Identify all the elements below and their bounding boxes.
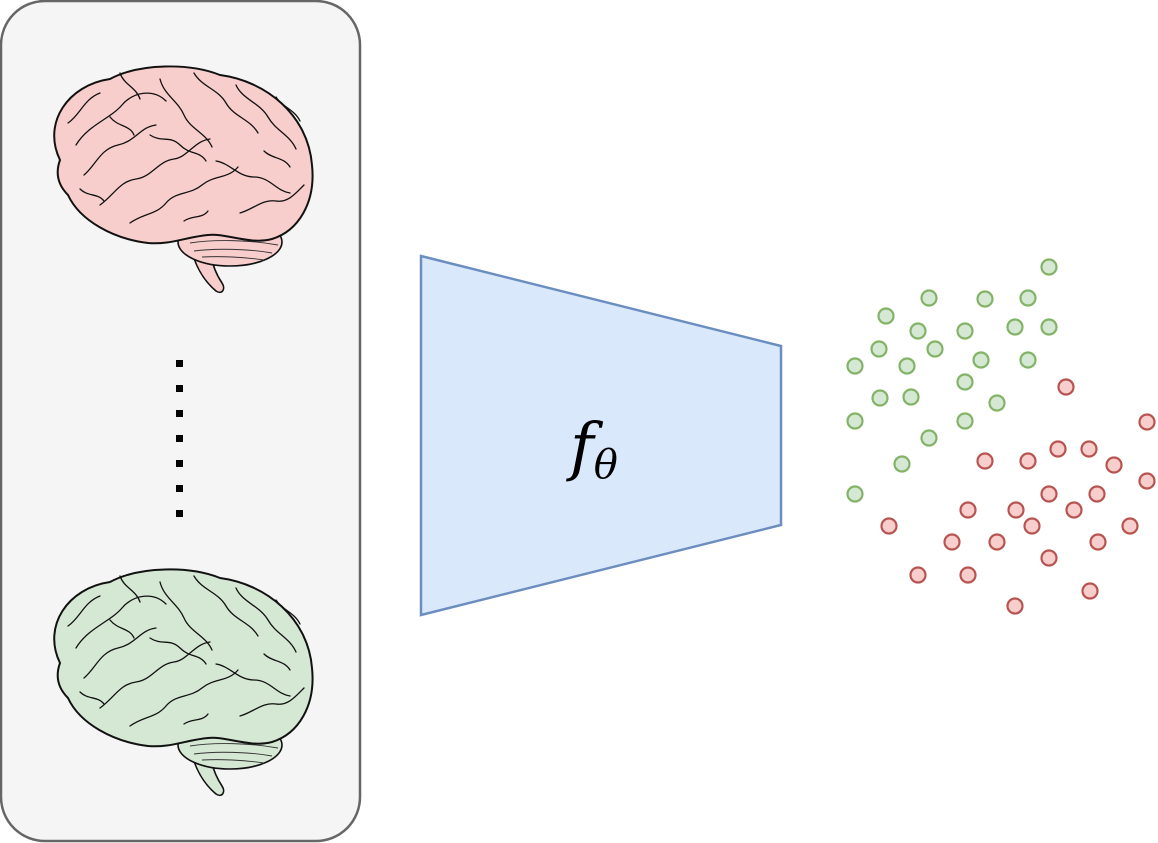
red-embedding-point: [1138, 413, 1156, 431]
red-embedding-point: [959, 566, 977, 584]
embedding-scatter: [846, 258, 1156, 615]
green-embedding-point: [877, 307, 895, 325]
ellipsis-dot: [176, 460, 183, 467]
red-embedding-point: [976, 452, 994, 470]
red-embedding-point: [1049, 440, 1067, 458]
green-embedding-point: [871, 389, 889, 407]
red-embedding-point: [1019, 452, 1037, 470]
red-embedding-point: [1040, 549, 1058, 567]
red-embedding-point: [1065, 501, 1083, 519]
red-embedding-point: [1023, 517, 1041, 535]
green-embedding-point: [926, 340, 944, 358]
green-embedding-point: [846, 357, 864, 375]
red-embedding-point: [1088, 485, 1106, 503]
red-embedding-point: [959, 501, 977, 519]
red-embedding-point: [1040, 485, 1058, 503]
green-embedding-point: [870, 340, 888, 358]
ellipsis-dot: [176, 360, 183, 367]
green-embedding-point: [920, 289, 938, 307]
red-embedding-point: [1138, 472, 1156, 490]
green-embedding-point: [902, 388, 920, 406]
ellipsis-dot: [176, 510, 183, 517]
red-embedding-point: [943, 533, 961, 551]
green-embedding-point: [898, 357, 916, 375]
green-embedding-point: [893, 455, 911, 473]
green-embedding-point: [909, 322, 927, 340]
green-embedding-point: [920, 429, 938, 447]
brain-icon: [53, 568, 314, 797]
green-embedding-point: [976, 290, 994, 308]
green-embedding-point: [1019, 289, 1037, 307]
red-embedding-point: [1080, 440, 1098, 458]
encoder-block: [419, 254, 783, 617]
ellipsis-dot: [176, 385, 183, 392]
green-embedding-point: [956, 322, 974, 340]
green-embedding-point: [1040, 318, 1058, 336]
encoder-label-sub: θ: [594, 442, 618, 488]
red-embedding-point: [909, 566, 927, 584]
green-embedding-point: [846, 412, 864, 430]
red-embedding-point: [1006, 597, 1024, 615]
red-embedding-point: [1121, 517, 1139, 535]
green-embedding-point: [972, 351, 990, 369]
green-embedding-point: [1006, 318, 1024, 336]
green-embedding-point: [956, 373, 974, 391]
green-embedding-point: [1040, 258, 1058, 276]
green-embedding-point: [1019, 351, 1037, 369]
red-embedding-point: [1105, 456, 1123, 474]
red-embedding-point: [1057, 378, 1075, 396]
red-embedding-point: [988, 533, 1006, 551]
red-embedding-point: [1007, 501, 1025, 519]
red-embedding-point: [1089, 533, 1107, 551]
green-embedding-point: [988, 394, 1006, 412]
green-embedding-point: [846, 485, 864, 503]
ellipsis-dot: [176, 485, 183, 492]
green-embedding-point: [956, 412, 974, 430]
ellipsis-dot: [176, 410, 183, 417]
red-embedding-point: [880, 517, 898, 535]
ellipsis-dot: [176, 435, 183, 442]
brain-icon: [53, 65, 314, 294]
vertical-ellipsis-icon: [176, 360, 183, 517]
red-embedding-point: [1081, 582, 1099, 600]
